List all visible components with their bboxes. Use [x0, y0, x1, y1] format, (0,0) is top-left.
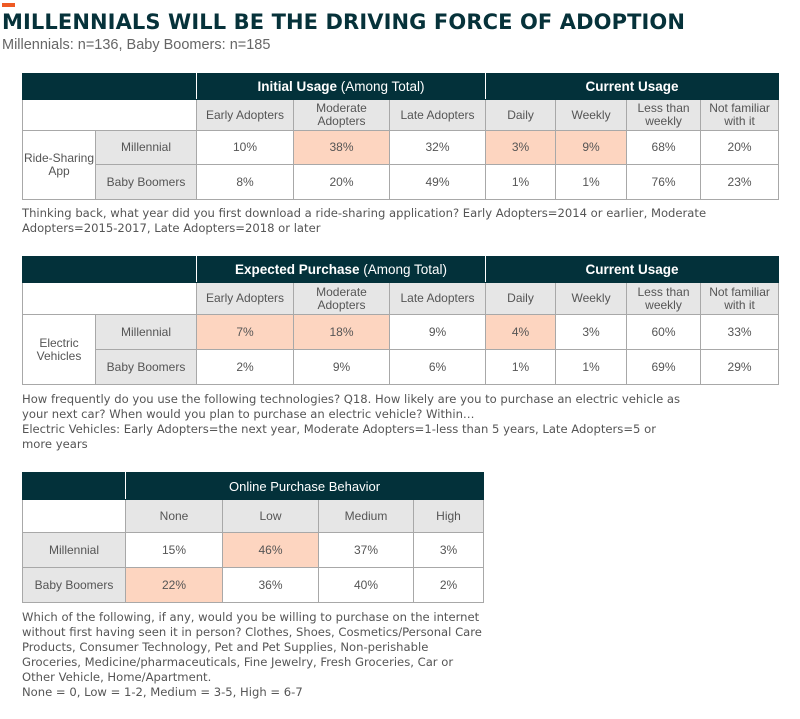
data-cell: 3% [555, 314, 628, 350]
data-cell-highlighted: 38% [293, 130, 390, 165]
row-label: Millennial [22, 532, 126, 568]
column-header: Weekly [555, 99, 628, 131]
data-cell: 1% [555, 164, 628, 200]
column-header: Moderate Adopters [293, 282, 390, 315]
row-label: Millennial [95, 130, 197, 165]
data-cell: 23% [700, 164, 780, 200]
column-header: Weekly [555, 282, 628, 315]
data-cell: 1% [485, 164, 557, 200]
colhead-blank [22, 99, 197, 131]
footnote-definitions: None = 0, Low = 1-2, Medium = 3-5, High … [22, 685, 303, 699]
column-header: Not familiar with it [700, 282, 780, 315]
row-label: Baby Boomers [22, 567, 126, 603]
data-cell: 2% [412, 567, 485, 603]
data-cell: 9% [293, 349, 390, 385]
group-header-current-usage: Current Usage [485, 73, 780, 100]
table-row: Baby Boomers 2% 9% 6% 1% 1% 69% 29% [23, 349, 780, 385]
data-cell: 60% [626, 314, 702, 350]
data-cell-highlighted: 7% [196, 314, 294, 350]
data-cell: 1% [555, 349, 628, 385]
data-cell: 3% [412, 532, 485, 568]
row-label: Baby Boomers [95, 164, 197, 200]
footnote-definitions: Electric Vehicles: Early Adopters=the ne… [22, 422, 656, 451]
column-header: Daily [485, 282, 557, 315]
data-cell: 20% [293, 164, 390, 200]
data-cell: 20% [700, 130, 780, 165]
column-header: Medium [318, 499, 414, 533]
data-cell-highlighted: 9% [555, 130, 628, 165]
footnote-question: How frequently do you use the following … [22, 392, 681, 421]
colhead-blank [22, 282, 197, 315]
column-header: Late Adopters [388, 99, 487, 131]
data-cell: 36% [222, 567, 319, 603]
ride-sharing-table: Initial Usage (Among Total) Current Usag… [22, 73, 780, 200]
data-cell: 76% [626, 164, 702, 200]
data-cell: 9% [388, 314, 487, 350]
data-cell: 32% [388, 130, 487, 165]
column-header: Daily [485, 99, 557, 131]
column-header: None [125, 499, 223, 533]
column-header: Low [222, 499, 319, 533]
group-header-initial-usage: Initial Usage (Among Total) [195, 73, 487, 100]
online-purchase-footnote: Which of the following, if any, would yo… [22, 610, 482, 700]
group-header-expected-purchase: Expected Purchase (Among Total) [195, 256, 487, 283]
data-cell: 1% [485, 349, 557, 385]
row-label: Millennial [95, 314, 197, 350]
band-blank [22, 472, 126, 500]
column-header: Less than weekly [626, 99, 702, 131]
group-label: Ride-Sharing App [22, 130, 96, 200]
data-cell: 49% [388, 164, 487, 200]
data-cell-highlighted: 46% [222, 532, 319, 568]
data-cell: 8% [196, 164, 294, 200]
colhead-blank [22, 499, 126, 533]
data-cell: 37% [318, 532, 414, 568]
column-header: High [412, 499, 485, 533]
electric-vehicles-table: Expected Purchase (Among Total) Current … [22, 256, 780, 385]
band-blank [22, 73, 197, 100]
online-purchase-table: Online Purchase Behavior None Low Medium… [22, 472, 485, 603]
table-row: Baby Boomers 22% 36% 40% 2% [22, 567, 485, 603]
data-cell: 40% [318, 567, 414, 603]
page-title: MILLENNIALS WILL BE THE DRIVING FORCE OF… [2, 10, 686, 34]
table-row: Millennial 15% 46% 37% 3% [22, 532, 485, 568]
page-subtitle: Millennials: n=136, Baby Boomers: n=185 [2, 37, 271, 53]
data-cell: 15% [125, 532, 223, 568]
table-row: Baby Boomers 8% 20% 49% 1% 1% 76% 23% [23, 164, 780, 200]
band-blank [22, 256, 197, 283]
column-header: Less than weekly [626, 282, 702, 315]
column-header: Early Adopters [196, 99, 294, 131]
data-cell: 68% [626, 130, 702, 165]
column-header: Not familiar with it [700, 99, 780, 131]
electric-vehicles-footnote: How frequently do you use the following … [22, 392, 682, 452]
table-row: Ride-Sharing App Millennial 10% 38% 32% … [22, 130, 780, 200]
accent-bar [2, 3, 15, 7]
data-cell: 69% [626, 349, 702, 385]
data-cell: 10% [196, 130, 294, 165]
data-cell-highlighted: 4% [485, 314, 557, 350]
data-cell: 6% [388, 349, 487, 385]
data-cell: 33% [700, 314, 780, 350]
ride-sharing-footnote: Thinking back, what year did you first d… [22, 206, 707, 235]
column-header: Early Adopters [196, 282, 294, 315]
data-cell-highlighted: 22% [125, 567, 223, 603]
data-cell-highlighted: 3% [485, 130, 557, 165]
data-cell-highlighted: 18% [293, 314, 390, 350]
row-label: Baby Boomers [95, 349, 197, 385]
table-row: Electric Vehicles Millennial 7% 18% 9% 4… [22, 314, 780, 385]
data-cell: 29% [700, 349, 780, 385]
data-cell: 2% [196, 349, 294, 385]
column-header: Late Adopters [388, 282, 487, 315]
footnote-question: Which of the following, if any, would yo… [22, 610, 482, 684]
group-label: Electric Vehicles [22, 314, 96, 385]
column-header: Moderate Adopters [293, 99, 390, 131]
group-header-online-purchase: Online Purchase Behavior [124, 472, 485, 500]
group-header-current-usage: Current Usage [485, 256, 780, 283]
